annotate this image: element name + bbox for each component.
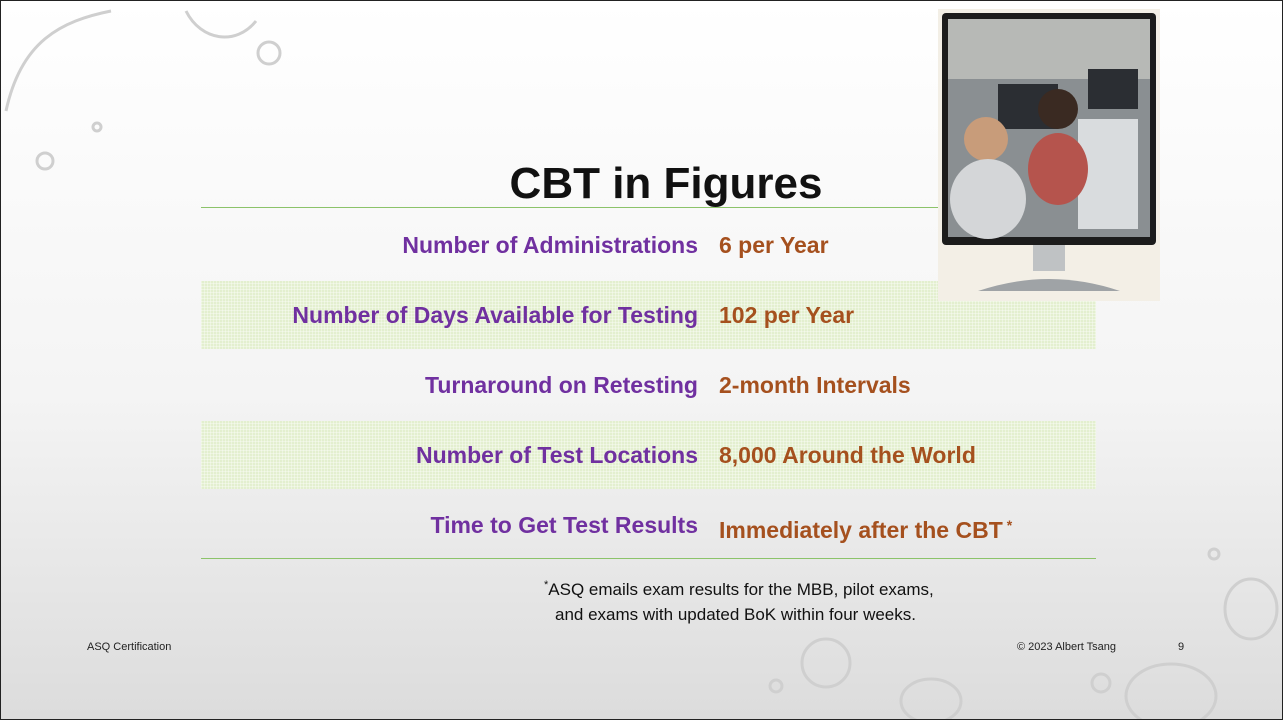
footer-copyright: © 2023 Albert Tsang <box>1017 641 1117 653</box>
row-label: Number of Administrations <box>402 232 698 258</box>
row-value: 8,000 Around the World <box>719 442 976 468</box>
monitor-photo <box>938 9 1160 301</box>
figure-row: Number of Test Locations 8,000 Around th… <box>201 421 1096 489</box>
footnote-marker: * <box>1006 517 1013 533</box>
page-number: 9 <box>1178 641 1185 653</box>
figure-row: Number of Administrations 6 per Year <box>201 211 1096 279</box>
row-label: Number of Test Locations <box>416 442 698 468</box>
footnote-line: ASQ emails exam results for the MBB, pil… <box>548 580 934 599</box>
footnote-line: and exams with updated BoK within four w… <box>555 605 916 624</box>
row-value: 2-month Intervals <box>719 372 911 398</box>
figure-row: Time to Get Test Results Immediately aft… <box>201 491 1096 559</box>
value-text: Immediately after the CBT <box>719 517 1003 543</box>
slide-title: CBT in Figures <box>509 159 823 208</box>
row-value: 102 per Year <box>719 302 855 328</box>
footnote-marker: * <box>544 579 549 591</box>
divider <box>201 207 1096 208</box>
row-value: 6 per Year <box>719 232 829 258</box>
footer-left: ASQ Certification <box>87 641 172 653</box>
row-label: Time to Get Test Results <box>430 512 698 538</box>
row-label: Turnaround on Retesting <box>424 372 698 398</box>
figure-row: Turnaround on Retesting 2-month Interval… <box>201 351 1096 419</box>
divider <box>201 558 1096 559</box>
footnote: *ASQ emails exam results for the MBB, pi… <box>544 573 934 627</box>
row-label: Number of Days Available for Testing <box>292 302 698 328</box>
row-value: Immediately after the CBT * <box>719 491 1012 564</box>
